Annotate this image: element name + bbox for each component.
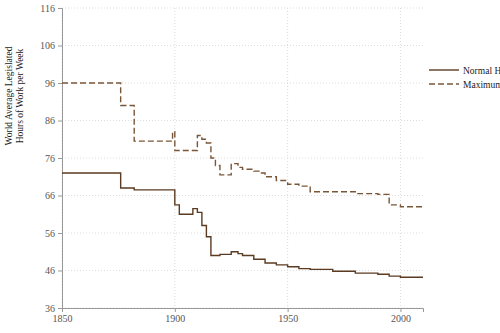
tick-label: 66 bbox=[45, 190, 55, 201]
tick-label: 2000 bbox=[391, 313, 411, 324]
grid-line bbox=[62, 270, 423, 271]
axis-line bbox=[63, 309, 424, 313]
tick: 86 bbox=[45, 115, 62, 126]
tick-label: 56 bbox=[45, 228, 55, 239]
grid-line bbox=[62, 45, 423, 46]
tick: 1850 bbox=[53, 308, 73, 324]
tick-mark bbox=[58, 233, 62, 234]
legend-label: Normal Hours bbox=[463, 66, 500, 76]
legend-swatch bbox=[429, 69, 459, 70]
tick-label: 116 bbox=[40, 3, 55, 14]
tick-mark bbox=[58, 196, 62, 197]
tick-mark bbox=[58, 308, 62, 309]
tick-mark bbox=[58, 8, 62, 9]
tick-mark bbox=[58, 46, 62, 47]
y-axis-title: Hours of Work per Week bbox=[15, 48, 25, 143]
tick: 66 bbox=[45, 190, 62, 201]
grid-line bbox=[62, 195, 423, 196]
legend-label: Maximum Hours bbox=[463, 80, 500, 90]
legend-swatch bbox=[429, 83, 459, 84]
tick: 2000 bbox=[391, 308, 411, 324]
grid-line bbox=[62, 120, 423, 121]
series-line bbox=[62, 83, 423, 207]
tick: 1900 bbox=[165, 308, 185, 324]
tick-mark bbox=[400, 308, 401, 312]
grid bbox=[62, 8, 423, 308]
lines bbox=[62, 83, 423, 277]
tick: 56 bbox=[45, 228, 62, 239]
tick-mark bbox=[58, 83, 62, 84]
legend: Normal Hours Maximum Hours bbox=[429, 66, 500, 90]
grid-line bbox=[287, 8, 288, 308]
tick-label: 46 bbox=[45, 265, 55, 276]
chart: 36 46 56 66 76 86 96 106 116 1850 1900 1950 2000 Norm… bbox=[0, 0, 500, 333]
tick-label: 1900 bbox=[165, 313, 185, 324]
tick-label: 1950 bbox=[278, 313, 298, 324]
tick-label: 106 bbox=[40, 40, 55, 51]
tick-label: 1850 bbox=[53, 313, 73, 324]
tick-mark bbox=[175, 308, 176, 312]
tick-mark bbox=[58, 271, 62, 272]
tick: 1950 bbox=[278, 308, 298, 324]
tick: 46 bbox=[45, 265, 62, 276]
x-axis: 1850 1900 1950 2000 bbox=[53, 308, 424, 324]
tick-mark bbox=[58, 121, 62, 122]
plot-area: 36 46 56 66 76 86 96 106 116 1850 1900 1950 2000 bbox=[40, 3, 424, 324]
tick-mark bbox=[288, 308, 289, 312]
series-line bbox=[62, 173, 423, 277]
tick-mark bbox=[62, 308, 63, 312]
tick: 96 bbox=[45, 78, 62, 89]
grid-line bbox=[62, 233, 423, 234]
tick: 106 bbox=[40, 40, 62, 51]
axis-line bbox=[58, 9, 63, 309]
y-axis-title: World Average Legislated bbox=[4, 46, 14, 145]
grid-line bbox=[62, 158, 423, 159]
tick-label: 86 bbox=[45, 115, 55, 126]
y-axis: 36 46 56 66 76 86 96 106 116 bbox=[40, 3, 63, 314]
tick-label: 96 bbox=[45, 78, 55, 89]
tick: 36 bbox=[45, 303, 62, 314]
grid-line bbox=[400, 8, 401, 308]
tick-mark bbox=[58, 158, 62, 159]
tick: 76 bbox=[45, 153, 62, 164]
grid-line bbox=[174, 8, 175, 308]
tick: 116 bbox=[40, 3, 62, 14]
tick-label: 36 bbox=[45, 303, 55, 314]
grid-line bbox=[62, 8, 423, 9]
tick-label: 76 bbox=[45, 153, 55, 164]
